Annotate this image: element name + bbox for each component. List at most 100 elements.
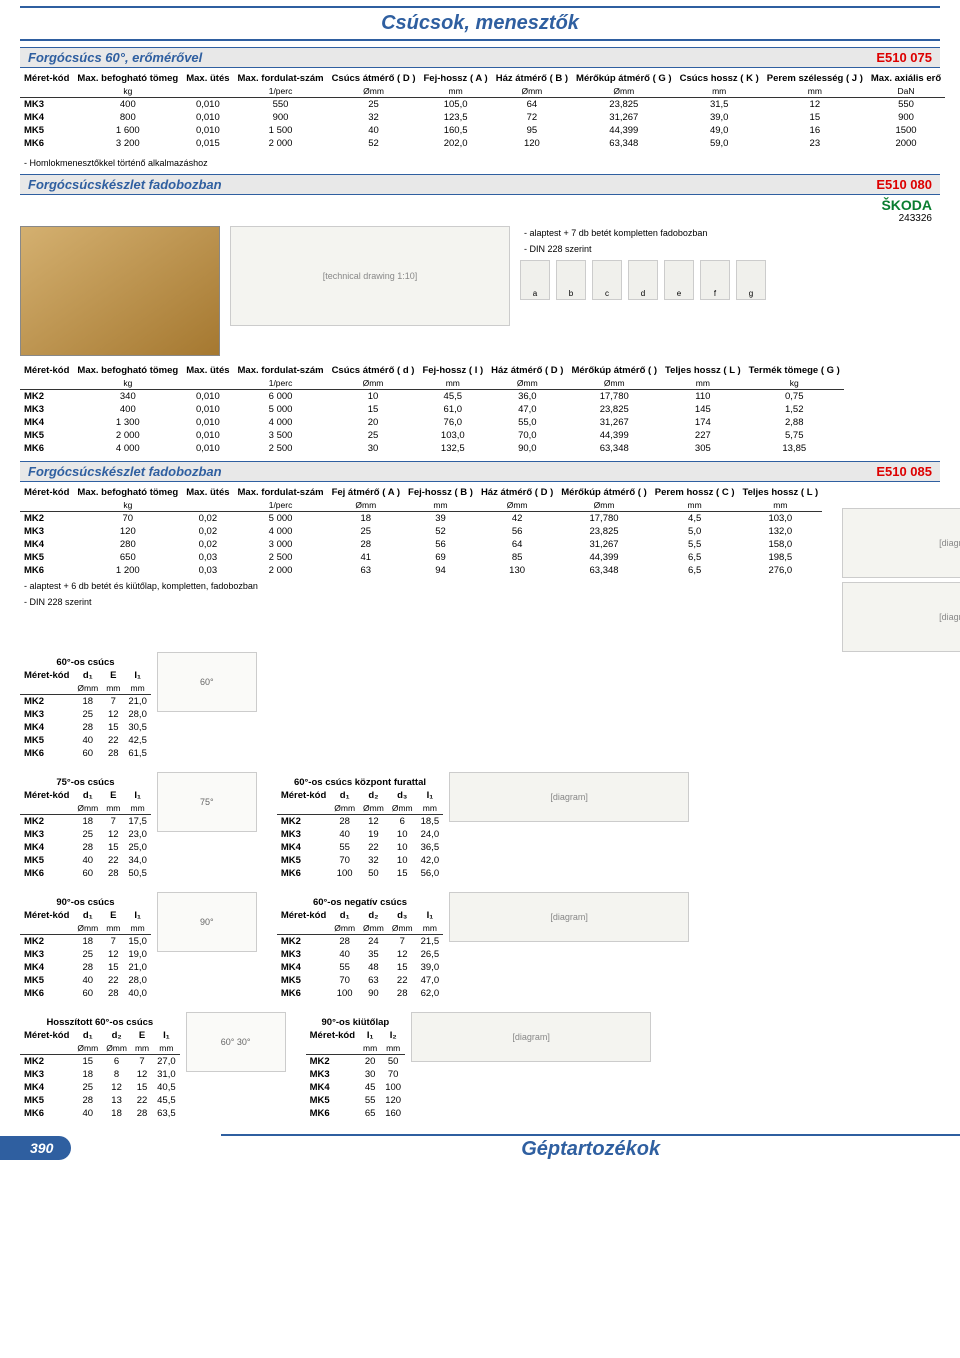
table-row: MK218721,0 (20, 695, 151, 709)
col-header: Teljes hossz ( L ) (661, 364, 745, 377)
table-row: MK33070 (306, 1068, 405, 1081)
table-row: MK425121540,5 (20, 1081, 180, 1094)
table-row: MK3251228,0 (20, 708, 151, 721)
table-row: MK3251219,0 (20, 948, 151, 961)
note-3a: - alaptest + 6 db betét és kiütőlap, kom… (24, 581, 822, 591)
section-code-1: E510 075 (876, 50, 932, 65)
section-title-1: Forgócsúcs 60°, erőmérővel (28, 50, 202, 65)
section-title-3: Forgócsúcskészlet fadobozban (28, 464, 222, 479)
table-row: MK6602850,5 (20, 867, 151, 880)
table-row: MK528132245,5 (20, 1094, 180, 1107)
section-title-2: Forgócsúcskészlet fadobozban (28, 177, 222, 192)
table-row: MK34000,0105 0001561,047,023,8251451,52 (20, 403, 844, 416)
col-header: Max. befogható tömeg (73, 364, 182, 377)
table-row: MK2156727,0 (20, 1055, 180, 1069)
insert-icon: d (628, 260, 658, 300)
table-1: Méret-kódMax. befogható tömegMax. ütésMa… (20, 72, 945, 150)
col-header: Max. ütés (182, 72, 233, 85)
table-row: MK3251223,0 (20, 828, 151, 841)
tip-diagram: [diagram] (449, 772, 689, 822)
page-number: 390 (0, 1136, 71, 1160)
table-row: MK6100501556,0 (277, 867, 443, 880)
angle-diagram: 60° (157, 652, 257, 712)
angle-diagram: 60° 30° (186, 1012, 286, 1072)
insert-icon: g (736, 260, 766, 300)
table-row: MK31200,024 00025525623,8255,0132,0 (20, 525, 822, 538)
table-row: MK41 3000,0104 0002076,055,031,2671742,8… (20, 416, 844, 429)
diagram-skoda: [technical drawing 1:10] (230, 226, 510, 326)
col-header: Fej átmérő ( A ) (328, 486, 404, 499)
col-header: Csúcs átmérő ( d ) (328, 364, 419, 377)
section-bar-3: Forgócsúcskészlet fadobozban E510 085 (20, 461, 940, 482)
insert-icons: abcdefg (520, 260, 766, 300)
table-row: MK52 0000,0103 50025103,070,044,3992275,… (20, 429, 844, 442)
col-header: Csúcs hossz ( K ) (676, 72, 763, 85)
table-row: MK455481539,0 (277, 961, 443, 974)
angle-diagram: 90° (157, 892, 257, 952)
col-header: Méret-kód (20, 486, 73, 499)
table-row: MK4281521,0 (20, 961, 151, 974)
table-row: MK5402242,5 (20, 734, 151, 747)
col-header: Max. fordulat-szám (234, 486, 328, 499)
insert-icon: f (700, 260, 730, 300)
small-tables-grid: 60°-os csúcsMéret-kódd₁EI₁ØmmmmmmMK21872… (20, 652, 940, 1124)
tip-diagram: [diagram] (449, 892, 689, 942)
brand-skoda: ŠKODA 243326 (20, 195, 940, 226)
note-2a: - alaptest + 7 db betét kompletten fadob… (524, 228, 766, 238)
col-header: Perem hossz ( C ) (651, 486, 739, 499)
table-row: MK455221036,5 (277, 841, 443, 854)
brand-ostrana: ostrana 9 617 2... [diagram K] [diagram … (842, 482, 960, 652)
table-row: MK23400,0106 0001045,536,017,7801100,75 (20, 390, 844, 404)
col-header: Max. befogható tömeg (73, 486, 182, 499)
col-header: Fej-hossz ( B ) (404, 486, 477, 499)
table-row: MK34000,01055025105,06423,82531,512550 (20, 98, 945, 112)
table-row: MK2700,025 00018394217,7804,5103,0 (20, 512, 822, 526)
insert-icon: c (592, 260, 622, 300)
table-2: Méret-kódMax. befogható tömegMax. ütésMa… (20, 364, 844, 455)
table-row: MK340351226,5 (277, 948, 443, 961)
table-row: MK4281530,5 (20, 721, 151, 734)
tip-diagram: [diagram] (411, 1012, 651, 1062)
col-header: Ház átmérő ( B ) (492, 72, 572, 85)
section-bar-2: Forgócsúcskészlet fadobozban E510 080 (20, 174, 940, 195)
table-row: MK56500,032 50041698544,3996,5198,5 (20, 551, 822, 564)
note-1: - Homlokmenesztőkkel történő alkalmazásh… (24, 158, 940, 168)
product-photo (20, 226, 220, 356)
col-header: Méret-kód (20, 364, 73, 377)
note-2b: - DIN 228 szerint (524, 244, 766, 254)
section-bar-1: Forgócsúcs 60°, erőmérővel E510 075 (20, 47, 940, 68)
insert-icon: a (520, 260, 550, 300)
col-header: Max. fordulat-szám (234, 364, 328, 377)
col-header: Mérőkúp átmérő ( G ) (572, 72, 676, 85)
table-row: MK63 2000,0152 00052202,012063,34859,023… (20, 137, 945, 150)
col-header: Max. ütés (182, 364, 233, 377)
table-row: MK61 2000,032 000639413063,3486,5276,0 (20, 564, 822, 577)
col-header: Max. axiális erő (867, 72, 945, 85)
table-row: MK22050 (306, 1055, 405, 1069)
page-footer: 390 Géptartozékok (0, 1134, 960, 1161)
small-table: 90°-os kiütőlapMéret-kódI₁I₂mmmmMK22050M… (306, 1016, 405, 1120)
col-header: Fej-hossz ( I ) (418, 364, 487, 377)
table-row: MK665160 (306, 1107, 405, 1120)
section-code-2: E510 080 (876, 177, 932, 192)
small-table: 75°-os csúcsMéret-kódd₁EI₁ØmmmmmmMK21871… (20, 776, 151, 880)
table-row: MK4281525,0 (20, 841, 151, 854)
table-row: MK445100 (306, 1081, 405, 1094)
footer-title: Géptartozékok (221, 1134, 960, 1161)
col-header: Csúcs átmérő ( D ) (328, 72, 420, 85)
diagram-ostrana-1: [diagram K] (842, 508, 960, 578)
col-header: Max. befogható tömeg (73, 72, 182, 85)
table-row: MK340191024,0 (277, 828, 443, 841)
col-header: Ház átmérő ( D ) (477, 486, 557, 499)
table-3: Méret-kódMax. befogható tömegMax. ütésMa… (20, 486, 822, 577)
table-row: MK48000,01090032123,57231,26739,015900 (20, 111, 945, 124)
col-header: Max. fordulat-szám (234, 72, 328, 85)
insert-icon: e (664, 260, 694, 300)
table-row: MK218715,0 (20, 935, 151, 949)
table-row: MK6602840,0 (20, 987, 151, 1000)
table-row: MK31881231,0 (20, 1068, 180, 1081)
page-title: Csúcsok, menesztők (20, 6, 940, 41)
col-header: Max. ütés (182, 486, 233, 499)
angle-diagram: 75° (157, 772, 257, 832)
table-row: MK51 6000,0101 50040160,59544,39949,0161… (20, 124, 945, 137)
